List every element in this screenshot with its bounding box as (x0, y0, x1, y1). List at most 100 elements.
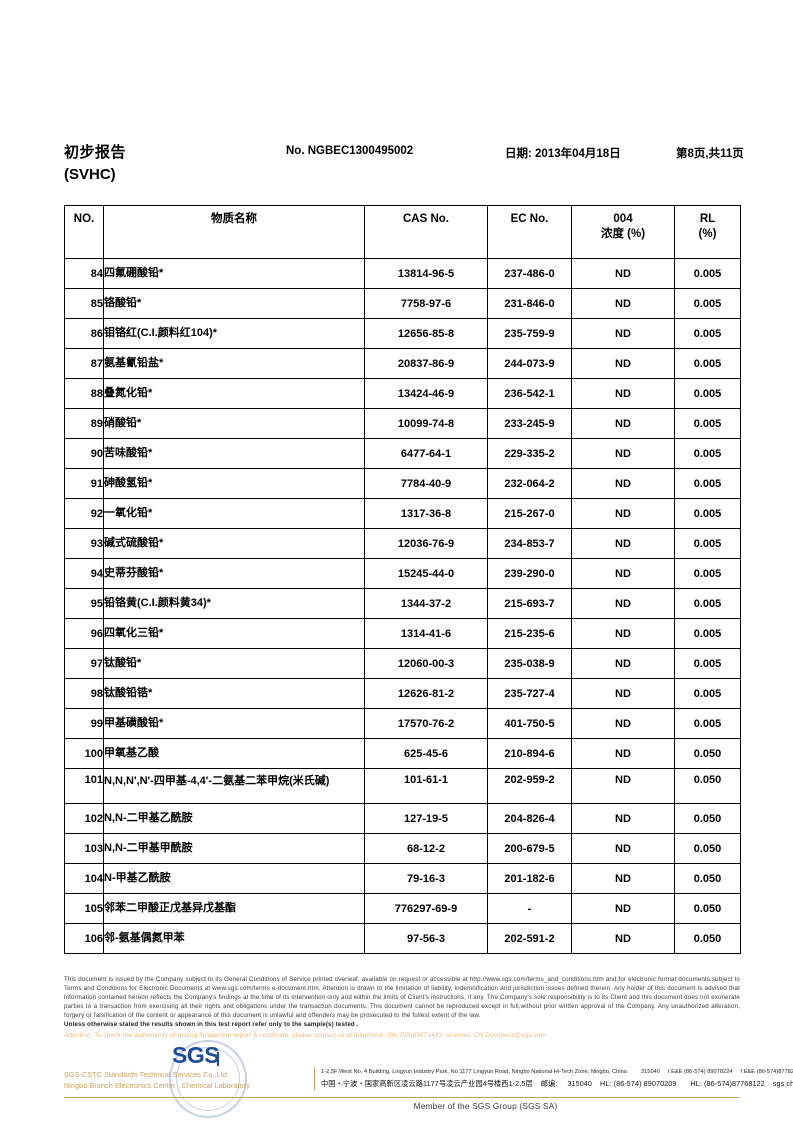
column-header-no: NO. (64, 205, 104, 259)
table-row: 95 铅铬黄(C.I.颜料黄34)* 1344-37-2 215-693-7 ND 0.0… (64, 588, 741, 619)
column-header-rl: RL (%) (674, 205, 741, 259)
cell-rl: 0.005 (674, 708, 741, 739)
cell-ec-no: 215-267-0 (487, 498, 572, 529)
cell-substance-name: 四氧化三铅* (103, 618, 365, 649)
sgs-logo: SGS (172, 1042, 220, 1069)
cell-cas-no: 1344-37-2 (364, 588, 488, 619)
cell-cas-no: 68-12-2 (364, 833, 488, 864)
cell-rl: 0.005 (674, 408, 741, 439)
cell-ec-no: 235-727-4 (487, 678, 572, 709)
cell-no: 87 (64, 348, 104, 379)
cell-rl: 0.005 (674, 318, 741, 349)
substances-table-container: NO. 物质名称 CAS No. EC No. 004 浓度 (%) RL (%… (64, 205, 741, 954)
address-line-english: 1-2,5F West No. 4 Building, Lingyun Indu… (321, 1067, 793, 1078)
cell-concentration: ND (571, 318, 675, 349)
fax-cn: HL: (86-574)87768122 (690, 1079, 765, 1088)
cell-ec-no: - (487, 893, 572, 924)
table-row: 103 N,N-二甲基甲酰胺 68-12-2 200-679-5 ND 0.050 (64, 833, 741, 864)
cell-rl: 0.050 (674, 893, 741, 924)
cell-no: 96 (64, 618, 104, 649)
cell-ec-no: 232-064-2 (487, 468, 572, 499)
cell-cas-no: 20837-86-9 (364, 348, 488, 379)
cell-substance-name: 苦味酸铅* (103, 438, 365, 469)
cell-concentration: ND (571, 833, 675, 864)
telephone-en: t E&E (86-574) 89070224 (667, 1069, 733, 1075)
cell-concentration: ND (571, 288, 675, 319)
table-row: 88 叠氮化铅* 13424-46-9 236-542-1 ND 0.005 (64, 378, 741, 409)
column-header-sample-id: 004 (613, 213, 633, 225)
cell-substance-name: 甲氧基乙酸 (103, 738, 365, 769)
cell-ec-no: 231-846-0 (487, 288, 572, 319)
table-body: 84 四氟硼酸铅* 13814-96-5 237-486-0 ND 0.005 85 铬酸铅*… (64, 258, 741, 954)
footer-legal-block: This document is issued by the Company s… (64, 975, 740, 1040)
postcode-label: 邮编: (540, 1079, 558, 1088)
company-name-block: SGS-CSTC Standards Technical Services Co… (64, 1069, 307, 1091)
table-row: 98 钛酸铅锆* 12626-81-2 235-727-4 ND 0.005 (64, 678, 741, 709)
cell-rl: 0.005 (674, 348, 741, 379)
cell-concentration: ND (571, 588, 675, 619)
cell-ec-no: 215-693-7 (487, 588, 572, 619)
cell-no: 104 (64, 863, 104, 894)
legal-sample-note: Unless otherwise stated the results show… (64, 1021, 359, 1029)
cell-cas-no: 12656-85-8 (364, 318, 488, 349)
cell-no: 100 (64, 738, 104, 769)
column-header-conc-unit: 浓度 (%) (600, 228, 646, 240)
verification-stamp-watermark (169, 1040, 247, 1118)
cell-no: 99 (64, 708, 104, 739)
cell-ec-no: 210-894-6 (487, 738, 572, 769)
sgs-identity-block: SGS SGS-CSTC Standards Technical Service… (64, 1040, 793, 1118)
cell-rl: 0.005 (674, 588, 741, 619)
postcode-cn: 315040 (567, 1079, 593, 1088)
cell-substance-name: 邻苯二甲酸正戊基异戊基酯 (103, 893, 365, 924)
cell-cas-no: 12060-00-3 (364, 648, 488, 679)
cell-no: 97 (64, 648, 104, 679)
cell-concentration: ND (571, 618, 675, 649)
table-row: 101 N,N,N',N'-四甲基-4,4'-二氨基二苯甲烷(米氏碱) 101-61… (64, 768, 741, 804)
cell-no: 84 (64, 258, 104, 289)
cell-ec-no: 401-750-5 (487, 708, 572, 739)
telephone-cn: HL: (86-574) 89070209 (600, 1079, 677, 1088)
table-row: 89 硝酸铅* 10099-74-8 233-245-9 ND 0.005 (64, 408, 741, 439)
cell-substance-name: N,N-二甲基乙酰胺 (103, 803, 365, 834)
member-notice-text: Member of the SGS Group (SGS SA) (413, 1101, 558, 1111)
table-row: 99 甲基磺酸铅* 17570-76-2 401-750-5 ND 0.005 (64, 708, 741, 739)
cell-ec-no: 215-235-6 (487, 618, 572, 649)
cell-concentration: ND (571, 893, 675, 924)
table-row: 94 史蒂芬酸铅* 15245-44-0 239-290-0 ND 0.005 (64, 558, 741, 589)
column-header-rl-label: RL (699, 213, 716, 225)
cell-concentration: ND (571, 438, 675, 469)
cell-cas-no: 79-16-3 (364, 863, 488, 894)
cell-ec-no: 236-542-1 (487, 378, 572, 409)
cell-substance-name: 史蒂芬酸铅* (103, 558, 365, 589)
cell-concentration: ND (571, 738, 675, 769)
substances-table: NO. 物质名称 CAS No. EC No. 004 浓度 (%) RL (%… (64, 205, 741, 954)
table-header: NO. 物质名称 CAS No. EC No. 004 浓度 (%) RL (%… (64, 205, 741, 259)
cell-rl: 0.005 (674, 678, 741, 709)
cell-no: 89 (64, 408, 104, 439)
cell-concentration: ND (571, 258, 675, 289)
cell-substance-name: N,N,N',N'-四甲基-4,4'-二氨基二苯甲烷(米氏碱) (103, 768, 365, 804)
cell-cas-no: 12036-76-9 (364, 528, 488, 559)
cell-concentration: ND (571, 378, 675, 409)
cell-no: 91 (64, 468, 104, 499)
cell-no: 98 (64, 678, 104, 709)
cell-cas-no: 13424-46-9 (364, 378, 488, 409)
table-header-row: NO. 物质名称 CAS No. EC No. 004 浓度 (%) RL (%… (64, 205, 741, 259)
cell-concentration: ND (571, 528, 675, 559)
cell-substance-name: 钛酸铅锆* (103, 678, 365, 709)
column-header-rl-unit: (%) (698, 228, 717, 240)
cell-cas-no: 10099-74-8 (364, 408, 488, 439)
cell-cas-no: 15245-44-0 (364, 558, 488, 589)
column-header-concentration: 004 浓度 (%) (571, 205, 675, 259)
cell-no: 92 (64, 498, 104, 529)
cell-ec-no: 201-182-6 (487, 863, 572, 894)
cell-no: 90 (64, 438, 104, 469)
cell-cas-no: 7784-40-9 (364, 468, 488, 499)
footer-divider (64, 1097, 740, 1098)
cell-ec-no: 229-335-2 (487, 438, 572, 469)
postcode-en: 315040 (640, 1069, 660, 1075)
cell-no: 85 (64, 288, 104, 319)
cell-no: 102 (64, 803, 104, 834)
cell-no: 94 (64, 558, 104, 589)
